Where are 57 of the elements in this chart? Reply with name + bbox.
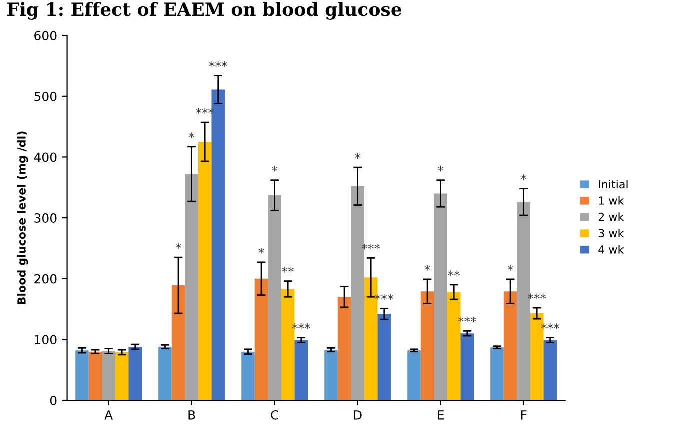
y-tick-label: 200: [34, 274, 57, 284]
bar: [102, 351, 116, 400]
x-tick-label: A: [104, 410, 113, 420]
data-label: *: [272, 166, 278, 172]
bar: [88, 352, 102, 400]
legend-label: Initial: [599, 180, 628, 189]
x-tick-label: F: [521, 410, 527, 420]
x-tick-label: C: [271, 410, 278, 420]
bar: [460, 334, 474, 400]
data-label: *: [355, 153, 361, 159]
data-label: ***: [209, 61, 228, 68]
bar: [242, 352, 255, 400]
y-tick-label: 300: [34, 214, 57, 223]
data-label: ***: [528, 294, 546, 300]
bar: [324, 350, 338, 400]
legend-label: 4 wk: [598, 245, 624, 254]
bar: [378, 314, 392, 400]
y-tick-label: 0: [50, 396, 57, 406]
data-label: *: [508, 265, 514, 271]
bar: [268, 196, 282, 400]
data-label: *: [521, 174, 527, 180]
bar: [544, 340, 558, 400]
x-tick-label: D: [354, 410, 362, 420]
data-label: *: [176, 243, 182, 249]
legend-label: 2 wk: [598, 212, 624, 222]
bar: [76, 350, 89, 400]
x-tick-label: E: [438, 410, 444, 420]
y-axis-title: Blood glucose level (mg /dl): [17, 132, 28, 304]
data-label: *: [189, 132, 195, 138]
bar: [254, 278, 268, 400]
bar: [185, 174, 198, 400]
bar: [172, 286, 186, 400]
bar: [408, 350, 421, 400]
bar: [198, 142, 212, 400]
data-label: ***: [362, 244, 380, 250]
y-tick-label: 500: [34, 92, 57, 102]
chart-title: Fig 1: Effect of EAEM on blood glucose: [8, 2, 402, 20]
bar: [294, 340, 308, 400]
bar: [420, 292, 434, 400]
legend-label: 3 wk: [598, 228, 624, 238]
bar: [504, 292, 518, 400]
bar: [338, 297, 352, 400]
data-label: **: [448, 270, 460, 276]
y-tick-label: 100: [35, 335, 57, 345]
y-tick-label: 400: [34, 152, 57, 162]
x-tick-label: B: [188, 410, 196, 420]
legend-label: 1 wk: [599, 196, 624, 205]
y-tick-label: 600: [34, 31, 57, 41]
bar: [158, 346, 172, 400]
bar: [128, 346, 142, 400]
bar: [490, 348, 504, 400]
bar: [434, 194, 448, 400]
data-label: *: [258, 248, 264, 254]
data-label: *: [438, 166, 444, 172]
data-label: **: [282, 266, 294, 273]
data-label: *: [424, 265, 430, 271]
bar: [115, 352, 129, 400]
